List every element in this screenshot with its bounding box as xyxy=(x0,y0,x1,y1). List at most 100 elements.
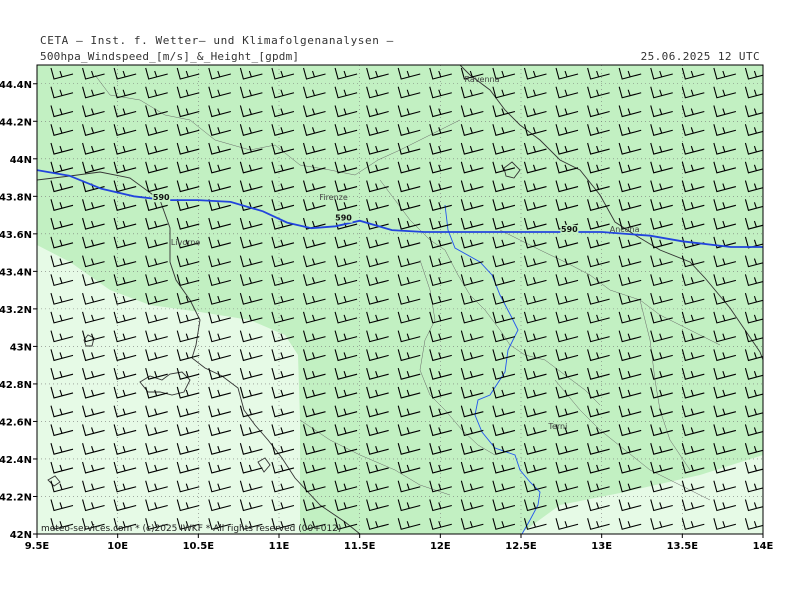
wind-barb xyxy=(366,405,389,418)
wind-barb xyxy=(555,105,579,118)
wind-barb xyxy=(587,67,610,80)
wind-barb xyxy=(681,443,705,455)
wind-barb xyxy=(366,518,389,530)
wind-barb xyxy=(302,180,326,193)
wind-barb xyxy=(713,330,737,343)
wind-barb xyxy=(429,292,452,305)
wind-barb xyxy=(397,86,421,99)
wind-barb xyxy=(145,161,168,174)
wind-barb xyxy=(650,86,673,99)
wind-barb xyxy=(366,142,389,155)
wind-barb xyxy=(82,424,105,437)
wind-barb xyxy=(713,255,737,268)
wind-barb xyxy=(523,180,547,193)
lat-tick-label: 43.4N xyxy=(0,267,32,278)
wind-barb xyxy=(334,199,358,211)
wind-barb xyxy=(744,424,763,437)
wind-barb xyxy=(208,67,231,80)
graticule xyxy=(37,65,763,534)
wind-barb xyxy=(681,330,705,343)
wind-barb xyxy=(618,142,642,155)
wind-barb xyxy=(302,86,326,99)
wind-barb xyxy=(397,349,421,362)
lon-tick-label: 11E xyxy=(269,541,290,552)
wind-barb xyxy=(208,180,231,193)
wind-barb xyxy=(82,199,105,211)
wind-barb xyxy=(429,274,452,287)
wind-barb xyxy=(587,199,610,211)
wind-barb xyxy=(492,199,516,211)
wind-barb xyxy=(271,499,295,512)
wind-barb xyxy=(208,405,231,418)
wind-barb xyxy=(744,349,763,362)
wind-barb xyxy=(302,105,326,118)
city-label: Terni xyxy=(547,422,567,431)
wind-barb xyxy=(460,217,484,230)
wind-barb xyxy=(713,217,737,230)
wind-barb xyxy=(334,405,358,418)
wind-barb xyxy=(744,443,763,455)
wind-barb xyxy=(523,349,547,362)
wind-barb xyxy=(397,255,421,268)
wind-barb xyxy=(334,105,358,118)
wind-barb xyxy=(366,499,389,512)
wind-barb xyxy=(397,124,421,136)
wind-barb xyxy=(460,236,484,249)
wind-barb xyxy=(460,311,484,324)
wind-barb xyxy=(50,199,74,211)
wind-barb xyxy=(50,424,74,437)
wind-barb xyxy=(713,405,737,418)
wind-barb xyxy=(555,274,579,287)
wind-barb xyxy=(113,349,137,362)
wind-barb xyxy=(50,461,74,474)
wind-barb xyxy=(555,405,579,418)
wind-barb xyxy=(82,67,105,80)
wind-barb xyxy=(555,518,579,530)
wind-barb xyxy=(492,255,516,268)
wind-barb xyxy=(271,124,295,136)
wind-barb xyxy=(366,255,389,268)
wind-barb xyxy=(492,330,516,343)
lon-tick-label: 10E xyxy=(107,541,128,552)
wind-barb xyxy=(176,180,200,193)
wind-barb xyxy=(271,105,295,118)
wind-barb xyxy=(429,461,452,474)
wind-barb xyxy=(555,86,579,99)
wind-barb xyxy=(460,443,484,455)
wind-barb xyxy=(650,386,673,399)
wind-barb xyxy=(492,217,516,230)
wind-barb xyxy=(744,142,763,155)
wind-barb xyxy=(587,124,610,136)
wind-barb xyxy=(523,274,547,287)
wind-barb xyxy=(176,217,200,230)
wind-barb xyxy=(82,461,105,474)
wind-barb xyxy=(460,499,484,512)
wind-barb xyxy=(334,180,358,193)
wind-barb xyxy=(397,217,421,230)
chart-title: CETA – Inst. f. Wetter– und Klimafolgena… xyxy=(40,34,394,47)
wind-barb xyxy=(82,368,105,380)
wind-barb xyxy=(208,518,231,530)
wind-barb xyxy=(366,443,389,455)
wind-barb xyxy=(681,255,705,268)
wind-barb xyxy=(82,518,105,530)
lon-tick-label: 9.5E xyxy=(25,541,50,552)
wind-barb xyxy=(82,105,105,118)
wind-barb xyxy=(113,330,137,343)
wind-barb xyxy=(239,499,263,512)
wind-barb xyxy=(681,105,705,118)
wind-barb xyxy=(492,461,516,474)
wind-barb xyxy=(587,105,610,118)
wind-barb xyxy=(50,405,74,418)
wind-barb xyxy=(650,424,673,437)
wind-barb xyxy=(366,67,389,80)
height-contour-590 xyxy=(37,169,763,248)
wind-barb xyxy=(145,368,168,380)
wind-barb xyxy=(460,292,484,305)
wind-barb xyxy=(334,461,358,474)
wind-barb xyxy=(271,368,295,380)
wind-barbs xyxy=(50,67,763,530)
wind-barb xyxy=(618,255,642,268)
wind-barb xyxy=(429,124,452,136)
wind-barb xyxy=(50,499,74,512)
